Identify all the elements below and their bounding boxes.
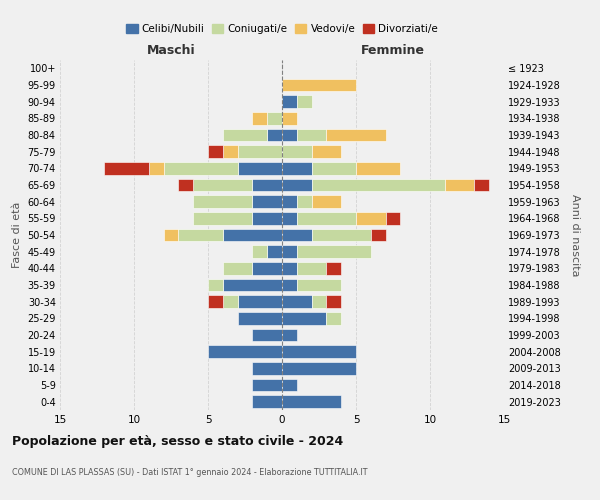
Bar [223,279,282,291]
Bar [253,196,282,208]
Bar [445,179,475,192]
Bar [238,162,282,174]
Bar [297,196,311,208]
Bar [311,229,371,241]
Bar [238,296,282,308]
Bar [267,129,282,141]
Bar [223,146,238,158]
Bar [282,379,297,391]
Bar [282,162,311,174]
Bar [238,312,282,324]
Bar [282,312,326,324]
Bar [282,212,297,224]
Bar [253,262,282,274]
Y-axis label: Fasce di età: Fasce di età [12,202,22,268]
Bar [282,96,297,108]
Bar [311,162,356,174]
Bar [386,212,400,224]
Bar [104,162,149,174]
Bar [282,79,356,92]
Legend: Celibi/Nubili, Coniugati/e, Vedovi/e, Divorziati/e: Celibi/Nubili, Coniugati/e, Vedovi/e, Di… [122,20,442,38]
Bar [311,179,445,192]
Bar [311,196,341,208]
Bar [282,196,297,208]
Bar [238,146,282,158]
Bar [371,229,386,241]
Bar [282,112,297,124]
Bar [282,362,356,374]
Bar [282,396,341,408]
Bar [208,346,282,358]
Bar [223,296,238,308]
Bar [208,296,223,308]
Bar [297,279,341,291]
Bar [297,212,356,224]
Bar [208,279,223,291]
Bar [208,146,223,158]
Bar [253,246,267,258]
Bar [326,262,341,274]
Bar [297,96,311,108]
Bar [253,362,282,374]
Bar [282,179,311,192]
Bar [356,212,386,224]
Bar [356,162,400,174]
Bar [164,229,178,241]
Bar [326,312,341,324]
Text: COMUNE DI LAS PLASSAS (SU) - Dati ISTAT 1° gennaio 2024 - Elaborazione TUTTITALI: COMUNE DI LAS PLASSAS (SU) - Dati ISTAT … [12,468,367,477]
Bar [282,246,297,258]
Bar [282,146,311,158]
Bar [311,146,341,158]
Bar [149,162,164,174]
Bar [282,229,311,241]
Bar [253,112,267,124]
Bar [223,229,282,241]
Bar [193,196,253,208]
Text: Femmine: Femmine [361,44,425,57]
Bar [326,296,341,308]
Bar [178,229,223,241]
Bar [193,212,253,224]
Bar [297,262,326,274]
Bar [164,162,238,174]
Bar [223,129,267,141]
Bar [282,329,297,341]
Bar [253,212,282,224]
Bar [178,179,193,192]
Text: Maschi: Maschi [146,44,196,57]
Bar [282,296,311,308]
Bar [253,379,282,391]
Bar [297,129,326,141]
Bar [282,279,297,291]
Bar [253,396,282,408]
Bar [326,129,386,141]
Bar [193,179,253,192]
Bar [223,262,253,274]
Bar [267,246,282,258]
Bar [267,112,282,124]
Text: Popolazione per età, sesso e stato civile - 2024: Popolazione per età, sesso e stato civil… [12,435,343,448]
Y-axis label: Anni di nascita: Anni di nascita [571,194,580,276]
Bar [311,296,326,308]
Bar [282,262,297,274]
Bar [253,329,282,341]
Bar [282,129,297,141]
Bar [282,346,356,358]
Bar [253,179,282,192]
Bar [297,246,371,258]
Bar [475,179,489,192]
